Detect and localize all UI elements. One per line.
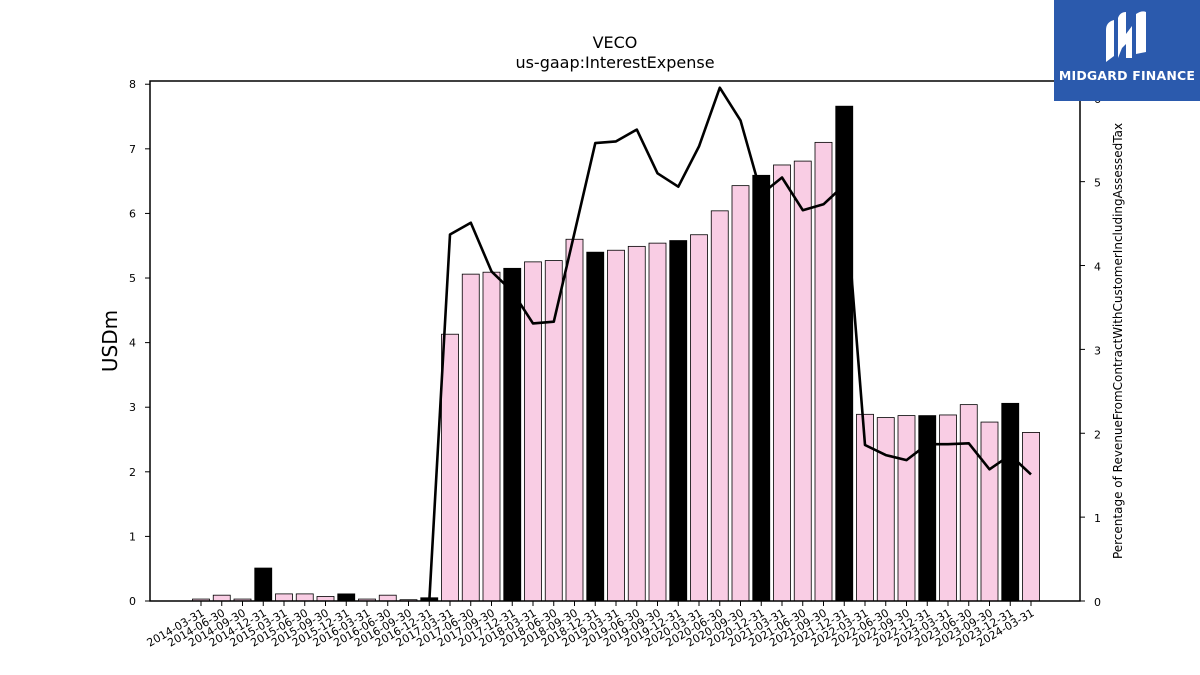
bar-2016-06-30 — [378, 594, 397, 602]
bar-2019-12-31 — [669, 240, 688, 602]
bar-2023-06-30 — [959, 404, 978, 602]
bar-2019-06-30 — [627, 245, 646, 602]
brand-name: MIDGARD FINANCE — [1058, 68, 1196, 83]
x-axis: 2014-03-312014-06-302014-09-302014-12-31… — [145, 601, 1037, 650]
revenue-share-line — [428, 86, 1032, 602]
left-y-axis: 0 1 2 3 4 5 6 7 8 — [129, 78, 150, 608]
bar-2018-12-31 — [586, 251, 605, 602]
bar-2021-03-31 — [773, 164, 791, 602]
bar-2020-03-31 — [690, 234, 708, 602]
brand-logo: MIDGARD FINANCE — [1054, 0, 1200, 101]
bar-2021-12-31 — [835, 105, 854, 602]
midgard-m-logo-icon — [1106, 11, 1146, 62]
bar-2020-12-31 — [752, 174, 771, 602]
bar-2015-12-31 — [337, 593, 356, 602]
bar-2021-06-30 — [793, 160, 812, 602]
bar-2019-09-30 — [648, 242, 667, 602]
y-tick-label-5: 5 — [129, 272, 136, 285]
y2-tick-label-0: 0 — [1094, 596, 1101, 609]
bar-2018-06-30 — [544, 260, 563, 602]
bar-2015-03-31 — [275, 593, 293, 602]
y2-tick-label-2: 2 — [1094, 428, 1101, 441]
bar-2022-06-30 — [876, 417, 895, 602]
bar-2019-03-31 — [607, 249, 625, 602]
bar-2015-06-30 — [295, 593, 314, 602]
y-tick-label-3: 3 — [129, 401, 136, 414]
y-tick-label-2: 2 — [129, 466, 136, 479]
chart-subtitle: us-gaap:InterestExpense — [515, 53, 714, 72]
bar-2023-09-30 — [980, 421, 999, 602]
y-tick-label-0: 0 — [129, 595, 136, 608]
y-tick-label-8: 8 — [129, 78, 136, 91]
bar-2021-09-30 — [814, 141, 833, 602]
bar-2017-03-31 — [441, 333, 459, 602]
plot-frame — [149, 80, 1081, 602]
bar-2017-06-30 — [461, 273, 480, 602]
y-tick-label-1: 1 — [129, 530, 136, 543]
y2-tick-label-3: 3 — [1094, 344, 1101, 357]
bar-2022-09-30 — [897, 415, 916, 602]
y-axis-label: USDm — [98, 310, 122, 372]
y2-tick-label-5: 5 — [1094, 177, 1101, 190]
y2-axis-label: Percentage of RevenueFromContractWithCus… — [1111, 123, 1125, 559]
bar-2018-09-30 — [565, 238, 584, 602]
y2-tick-label-1: 1 — [1094, 512, 1101, 525]
bar-2020-09-30 — [731, 185, 750, 602]
bar-2020-06-30 — [710, 210, 729, 602]
bar-2017-09-30 — [482, 271, 501, 602]
bar-series — [192, 105, 1040, 602]
y-tick-label-4: 4 — [129, 337, 136, 350]
bar-2014-06-30 — [212, 594, 231, 602]
line-series — [428, 86, 1032, 602]
bar-2017-12-31 — [503, 267, 522, 602]
y-tick-label-6: 6 — [129, 207, 136, 220]
y-tick-label-7: 7 — [129, 143, 136, 156]
chart-title: VECO — [593, 33, 638, 52]
y2-tick-label-4: 4 — [1094, 261, 1101, 274]
bar-2023-12-31 — [1001, 402, 1020, 602]
bar-2014-12-31 — [254, 567, 273, 602]
bar-2024-03-31 — [1022, 432, 1040, 602]
